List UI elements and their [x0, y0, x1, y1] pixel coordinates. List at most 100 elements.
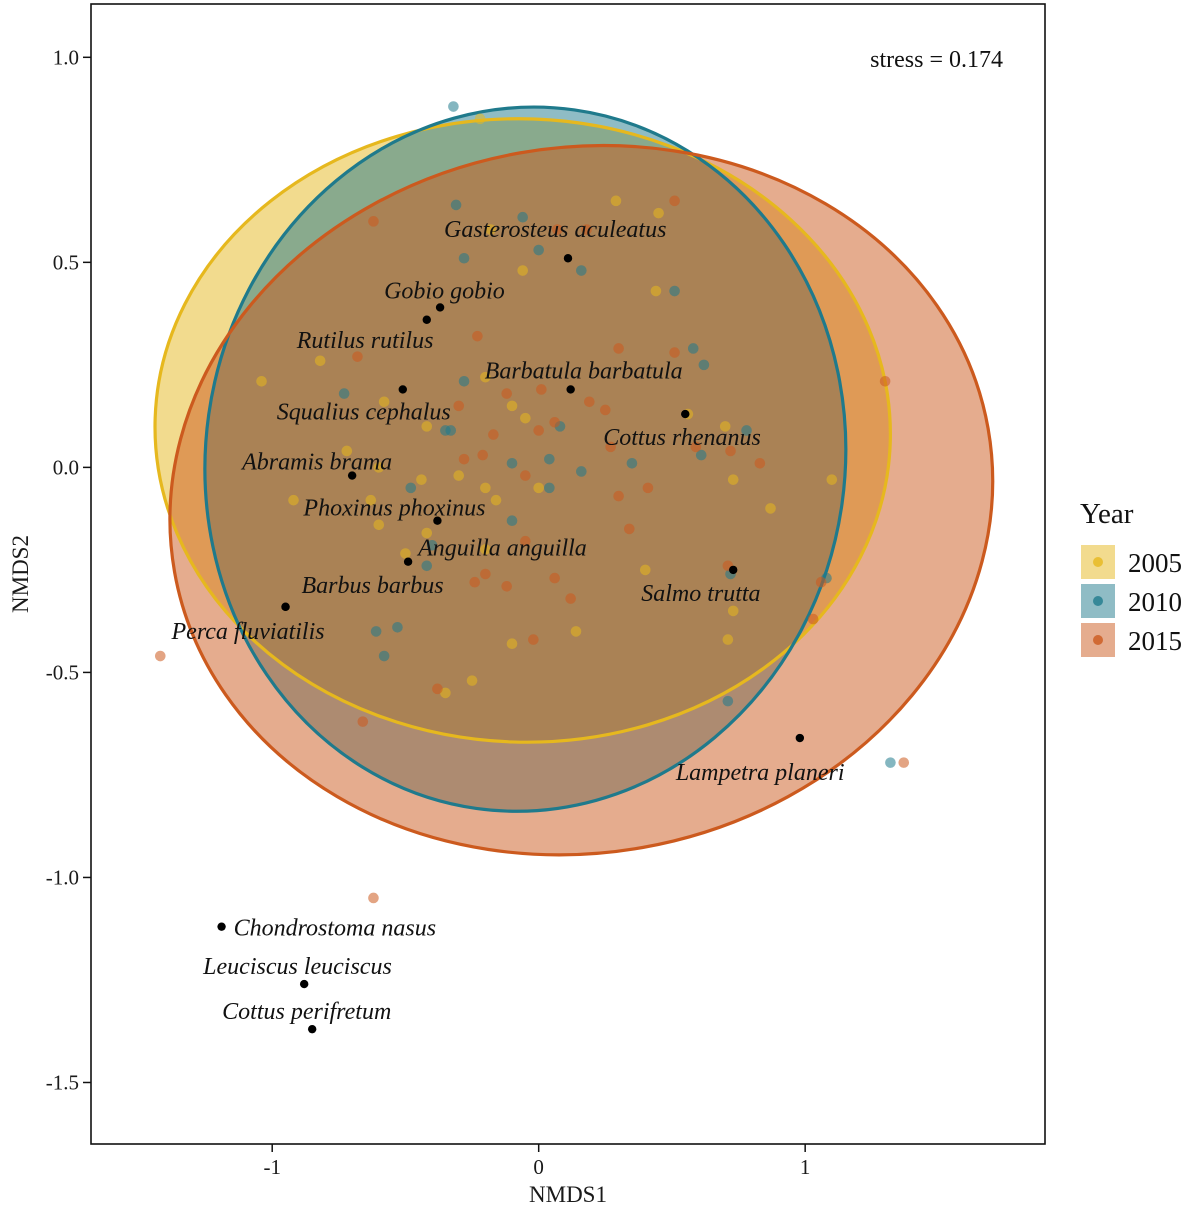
- y-tick-label: 1.0: [53, 45, 79, 69]
- species-label: Leuciscus leuciscus: [202, 954, 392, 980]
- site-point-2010: [517, 211, 528, 223]
- site-point-2015: [584, 396, 595, 408]
- site-point-2015: [488, 429, 499, 440]
- site-point-2015: [898, 757, 910, 768]
- site-point-2015: [879, 375, 891, 387]
- site-point-2015: [565, 593, 576, 604]
- y-axis-title: NMDS2: [8, 535, 33, 613]
- site-point-2015: [477, 449, 489, 461]
- site-point-2015: [725, 445, 736, 457]
- site-point-2005: [378, 396, 390, 408]
- site-point-2005: [480, 482, 491, 494]
- species-label: Salmo trutta: [641, 581, 760, 607]
- site-point-2005: [650, 285, 662, 297]
- x-tick-label: 1: [800, 1155, 811, 1179]
- site-point-2010: [695, 449, 707, 461]
- species-label: Cottus rhenanus: [603, 425, 761, 451]
- site-point-2015: [613, 343, 624, 354]
- ellipse-layer: [153, 105, 995, 857]
- site-point-2005: [727, 474, 739, 485]
- species-point: [435, 303, 445, 312]
- y-tick-label: 0.5: [53, 250, 79, 274]
- site-point-2015: [520, 535, 531, 547]
- species-label: Abramis brama: [240, 450, 392, 476]
- site-point-2010: [885, 757, 896, 768]
- site-point-2005: [533, 482, 544, 494]
- site-point-2010: [338, 388, 350, 399]
- site-point-2005: [373, 462, 385, 473]
- site-point-2015: [549, 416, 560, 428]
- species-point: [422, 315, 431, 324]
- site-point-2015: [669, 347, 680, 358]
- site-point-2015: [501, 581, 513, 592]
- legend-key-point-2005: [1093, 557, 1103, 567]
- site-point-2010: [626, 457, 638, 469]
- species-label: Perca fluviatilis: [171, 619, 325, 645]
- site-point-2010: [544, 482, 555, 494]
- species-point: [281, 602, 290, 612]
- species-label: Lampetra planeri: [675, 760, 845, 786]
- species-point: [566, 385, 575, 394]
- species-point: [403, 557, 413, 566]
- site-point-2010: [458, 375, 470, 387]
- site-point-2015: [600, 404, 611, 416]
- site-point-2005: [506, 400, 518, 412]
- site-point-2005: [453, 470, 465, 481]
- site-point-2015: [613, 490, 624, 502]
- site-point-2015: [549, 572, 560, 584]
- species-label: Barbus barbus: [302, 573, 444, 599]
- site-point-2010: [698, 359, 710, 371]
- site-point-2015: [501, 388, 513, 399]
- y-tick-label: -1.5: [46, 1070, 79, 1094]
- site-point-2015: [472, 330, 483, 342]
- species-label: Squalius cephalus: [277, 399, 451, 425]
- site-point-2015: [605, 441, 616, 453]
- site-point-2010: [445, 425, 457, 436]
- site-point-2015: [581, 224, 592, 235]
- ellipse-outline-2015: [168, 143, 995, 857]
- site-point-2005: [506, 638, 518, 650]
- species-label: Cottus perifretum: [222, 999, 391, 1025]
- site-point-2015: [458, 453, 470, 465]
- site-point-2010: [576, 466, 587, 477]
- legend-key-point-2010: [1093, 596, 1103, 606]
- y-tick-label: 0.0: [53, 455, 79, 479]
- species-point: [681, 409, 690, 419]
- site-point-2010: [450, 199, 462, 211]
- ellipse-outline-2010: [203, 105, 848, 813]
- site-point-2005: [520, 412, 531, 424]
- site-point-2005: [765, 503, 776, 514]
- x-tick-label: 0: [533, 1155, 544, 1179]
- x-axis-title: NMDS1: [529, 1182, 607, 1207]
- site-point-2010: [392, 622, 403, 633]
- site-point-2015: [552, 224, 563, 235]
- site-point-2015: [642, 482, 654, 494]
- site-point-2005: [727, 605, 739, 617]
- site-point-2010: [448, 101, 459, 112]
- ellipse-fill-2015: [169, 145, 993, 855]
- site-point-2015: [623, 523, 635, 535]
- site-point-2010: [669, 285, 680, 297]
- site-point-2015: [357, 716, 369, 727]
- site-point-2005: [416, 474, 427, 485]
- site-point-2005: [490, 494, 502, 506]
- site-point-2005: [474, 113, 486, 125]
- site-point-2005: [341, 445, 353, 457]
- site-point-2010: [405, 482, 417, 494]
- species-layer: Gasterosteus aculeatus Gobio gobio Rutilus…: [171, 217, 845, 1034]
- site-point-2015: [669, 195, 680, 207]
- species-label: Chondrostoma nasus: [234, 916, 436, 942]
- site-point-2005: [421, 527, 433, 539]
- site-point-2010: [378, 650, 390, 662]
- legend-title: Year: [1080, 498, 1134, 530]
- site-point-2015: [368, 892, 379, 904]
- species-label: Rutilus rutilus: [296, 328, 434, 354]
- point-layer: [154, 101, 910, 904]
- species-point: [299, 979, 309, 989]
- site-point-2010: [506, 515, 518, 526]
- legend-label-2005: 2005: [1128, 548, 1182, 578]
- ellipse-outline-2005: [153, 117, 892, 744]
- species-point: [217, 922, 226, 931]
- site-point-2005: [485, 224, 497, 235]
- site-point-2005: [373, 519, 385, 531]
